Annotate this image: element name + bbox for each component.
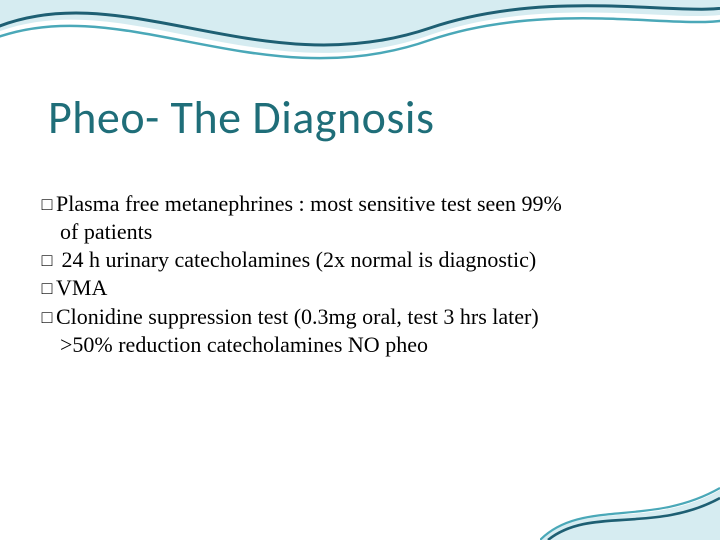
square-bullet-icon: □ <box>38 251 56 269</box>
bullet-1-cont: of patients <box>38 218 690 246</box>
body-text: □Plasma free metanephrines : most sensit… <box>38 190 690 359</box>
bullet-3-text: VMA <box>56 275 107 300</box>
square-bullet-icon: □ <box>38 195 56 213</box>
bullet-2-text: 24 h urinary catecholamines (2x normal i… <box>56 247 536 272</box>
bullet-4: □Clonidine suppression test (0.3mg oral,… <box>38 303 690 331</box>
square-bullet-icon: □ <box>38 279 56 297</box>
slide-title: Pheo- The Diagnosis <box>48 90 434 146</box>
corner-wave-svg <box>540 470 720 540</box>
header-wave-decoration <box>0 0 720 90</box>
corner-wave-decoration <box>540 470 720 540</box>
bullet-4-cont: >50% reduction catecholamines NO pheo <box>38 331 690 359</box>
bullet-1-part1: Plasma free metanephrines : most sensiti… <box>56 191 562 216</box>
bullet-4-part1: Clonidine suppression test (0.3mg oral, … <box>56 304 539 329</box>
square-bullet-icon: □ <box>38 308 56 326</box>
bullet-3: □VMA <box>38 274 690 302</box>
bullet-2: □ 24 h urinary catecholamines (2x normal… <box>38 246 690 274</box>
wave-svg <box>0 0 720 100</box>
bullet-1: □Plasma free metanephrines : most sensit… <box>38 190 690 218</box>
